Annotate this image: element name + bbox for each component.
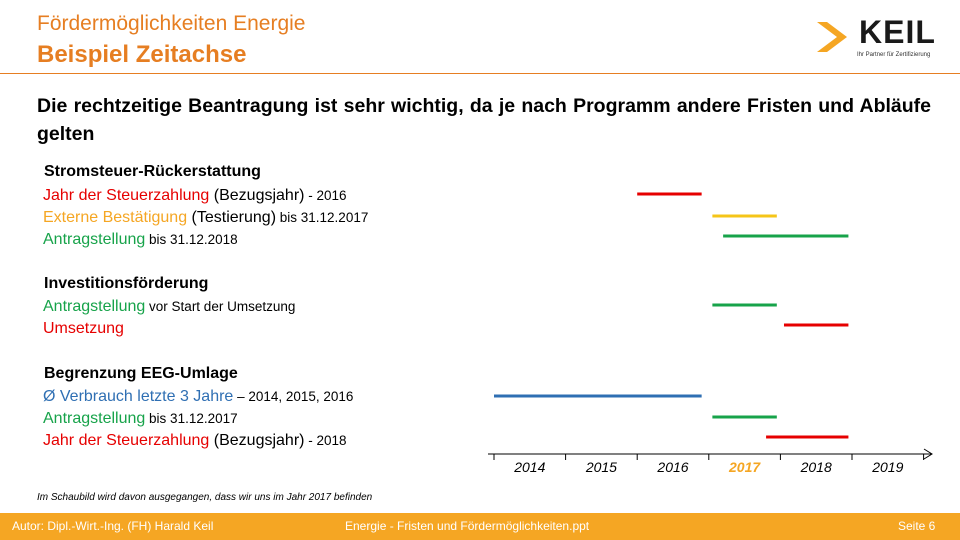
row-umsetzung: Umsetzung: [43, 320, 124, 338]
row-detail: bis 31.12.2017: [276, 210, 369, 225]
row-detail: bis 31.12.2018: [145, 232, 238, 247]
row-paren: (Bezugsjahr): [209, 432, 305, 449]
row-label: Jahr der Steuerzahlung: [43, 187, 210, 204]
row-antrag-investition: Antragstellung vor Start der Umsetzung: [43, 298, 295, 316]
row-antrag-stromsteuer: Antragstellung bis 31.12.2018: [43, 231, 238, 249]
row-label: Antragstellung: [43, 231, 146, 248]
row-detail: – 2014, 2015, 2016: [233, 389, 354, 404]
footer-page-number: Seite 6: [898, 519, 936, 533]
row-label: Externe Bestätigung: [43, 209, 188, 226]
timeline-year-label-2014: 2014: [513, 459, 545, 475]
row-detail: bis 31.12.2017: [145, 411, 238, 426]
row-steuerzahlung-2016: Jahr der Steuerzahlung (Bezugsjahr) - 20…: [43, 187, 347, 205]
header-topic: Fördermöglichkeiten Energie: [37, 12, 306, 35]
footer-filename: Energie - Fristen und Fördermöglichkeite…: [345, 519, 590, 533]
header-divider: [0, 73, 960, 74]
intro-statement: Die rechtzeitige Beantragung ist sehr wi…: [37, 95, 931, 145]
footer-author: Autor: Dipl.-Wirt.-Ing. (FH) Harald Keil: [12, 519, 214, 533]
logo-chevron-icon: [817, 22, 847, 52]
section-title-investition: Investitionsförderung: [44, 275, 209, 292]
timeline-year-label-2016: 2016: [656, 459, 688, 475]
timeline-year-label-2018: 2018: [800, 459, 832, 475]
row-antrag-eeg: Antragstellung bis 31.12.2017: [43, 410, 238, 428]
row-detail: vor Start der Umsetzung: [145, 299, 296, 314]
footer-bar: Autor: Dipl.-Wirt.-Ing. (FH) Harald Keil…: [0, 513, 960, 540]
row-label: Antragstellung: [43, 410, 146, 427]
logo-wordmark: KEIL: [859, 14, 936, 50]
timeline-year-label-2017: 2017: [728, 459, 761, 475]
row-verbrauch: Ø Verbrauch letzte 3 Jahre – 2014, 2015,…: [43, 388, 353, 406]
page-title: Beispiel Zeitachse: [37, 41, 247, 68]
row-label: Antragstellung: [43, 298, 146, 315]
section-title-stromsteuer: Stromsteuer-Rückerstattung: [44, 163, 261, 180]
timeline-year-label-2015: 2015: [585, 459, 617, 475]
logo-tagline: Ihr Partner für Zertifizierung: [857, 52, 931, 58]
row-detail: - 2016: [304, 188, 347, 203]
timeline-arrow-icon: [923, 448, 933, 460]
row-detail: - 2018: [304, 433, 347, 448]
row-label: Umsetzung: [43, 320, 124, 337]
row-paren: (Bezugsjahr): [209, 187, 305, 204]
section-title-eeg: Begrenzung EEG-Umlage: [44, 365, 238, 382]
row-externe-bestaetigung: Externe Bestätigung (Testierung) bis 31.…: [43, 209, 368, 227]
row-steuerzahlung-2018: Jahr der Steuerzahlung (Bezugsjahr) - 20…: [43, 432, 347, 450]
timeline-year-label-2019: 2019: [871, 459, 903, 475]
row-label: Ø Verbrauch letzte 3 Jahre: [43, 388, 234, 405]
row-label: Jahr der Steuerzahlung: [43, 432, 210, 449]
row-paren: (Testierung): [187, 209, 277, 226]
keil-logo: KEIL Ihr Partner für Zertifizierung: [815, 14, 947, 68]
footnote: Im Schaubild wird davon ausgegangen, das…: [37, 492, 373, 503]
